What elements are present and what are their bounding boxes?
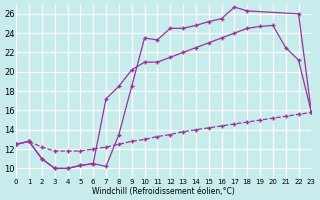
X-axis label: Windchill (Refroidissement éolien,°C): Windchill (Refroidissement éolien,°C) bbox=[92, 187, 235, 196]
